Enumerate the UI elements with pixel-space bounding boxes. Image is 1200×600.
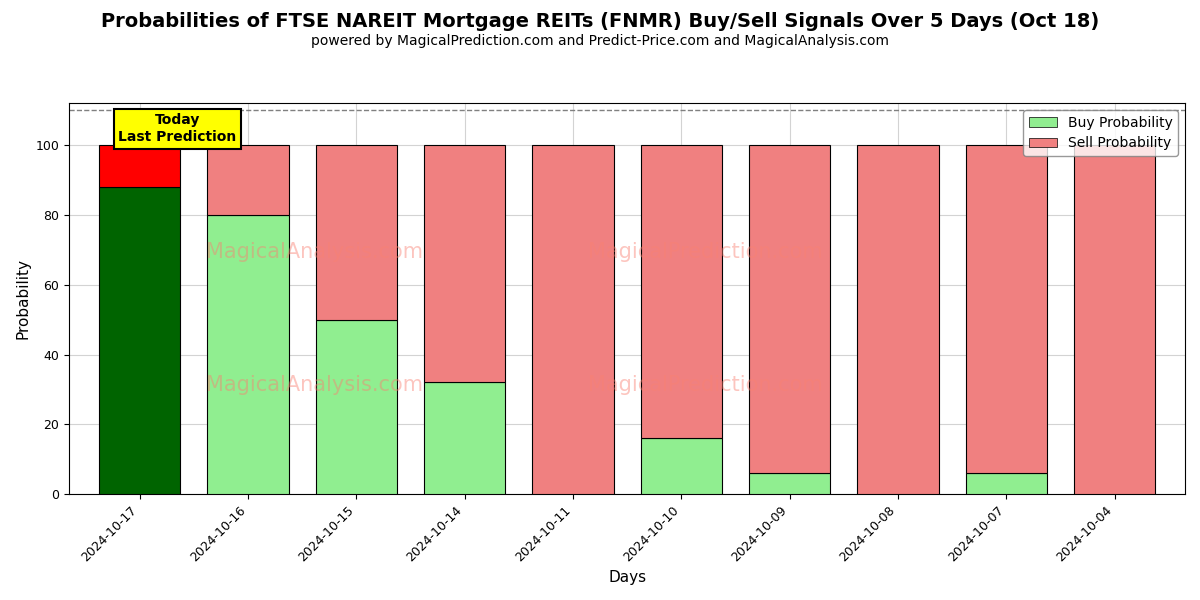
Bar — [533, 145, 613, 494]
Text: Probabilities of FTSE NAREIT Mortgage REITs (FNMR) Buy/Sell Signals Over 5 Days : Probabilities of FTSE NAREIT Mortgage RE… — [101, 12, 1099, 31]
Bar — [98, 145, 180, 187]
Bar — [641, 145, 722, 439]
Bar — [1074, 145, 1156, 494]
Y-axis label: Probability: Probability — [16, 258, 30, 339]
Text: MagicalPrediction.com: MagicalPrediction.com — [588, 242, 822, 262]
Bar — [749, 473, 830, 494]
Bar — [857, 145, 938, 494]
Legend: Buy Probability, Sell Probability: Buy Probability, Sell Probability — [1024, 110, 1178, 156]
Bar — [424, 382, 505, 494]
Bar — [208, 215, 288, 494]
Text: powered by MagicalPrediction.com and Predict-Price.com and MagicalAnalysis.com: powered by MagicalPrediction.com and Pre… — [311, 34, 889, 48]
Text: MagicalAnalysis.com: MagicalAnalysis.com — [206, 242, 424, 262]
Bar — [316, 145, 397, 320]
Bar — [98, 187, 180, 494]
Text: Today
Last Prediction: Today Last Prediction — [119, 113, 236, 143]
Bar — [749, 145, 830, 473]
Bar — [966, 145, 1046, 473]
Bar — [208, 145, 288, 215]
Bar — [424, 145, 505, 382]
Text: MagicalPrediction.com: MagicalPrediction.com — [588, 375, 822, 395]
Text: MagicalAnalysis.com: MagicalAnalysis.com — [206, 375, 424, 395]
Bar — [641, 439, 722, 494]
X-axis label: Days: Days — [608, 570, 646, 585]
Bar — [316, 320, 397, 494]
Bar — [966, 473, 1046, 494]
